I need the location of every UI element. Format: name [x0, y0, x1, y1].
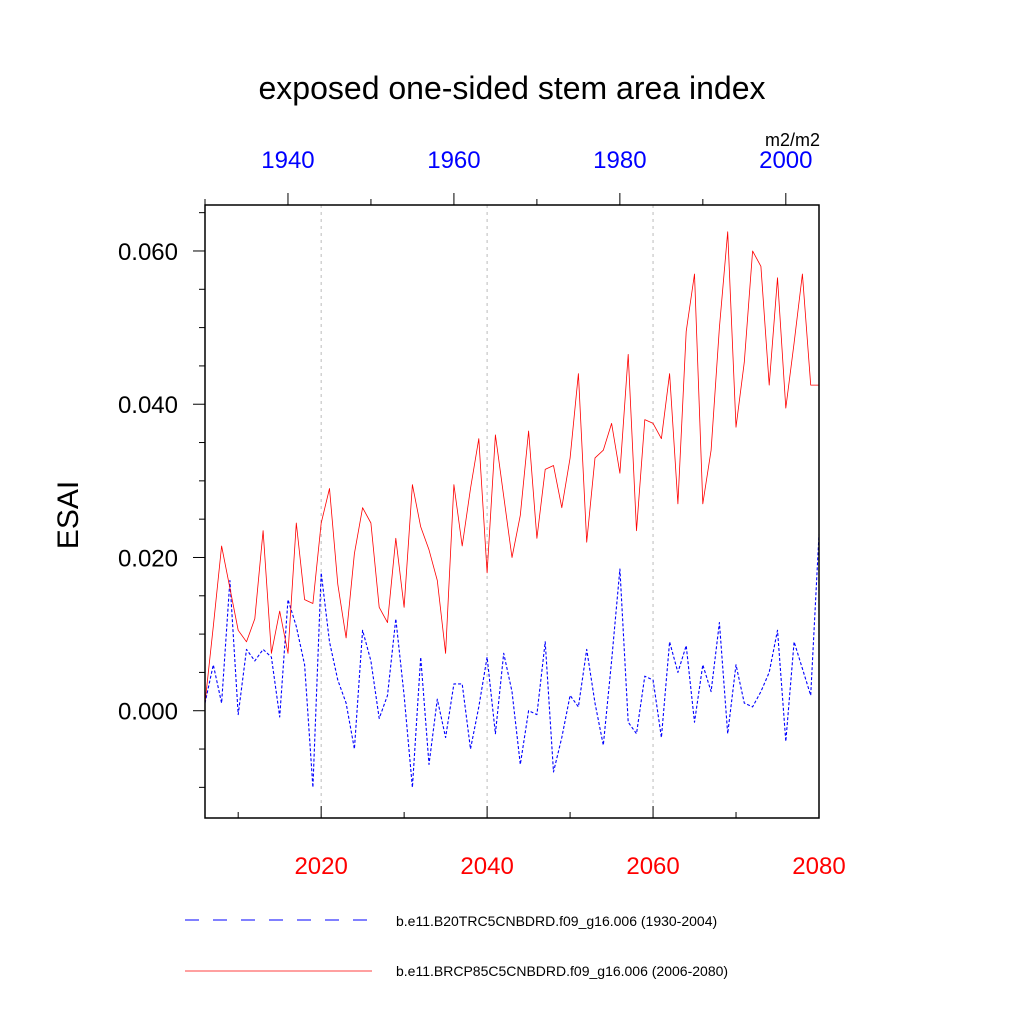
top-tick-label-1940: 1940 — [261, 147, 314, 174]
top-tick-label-1960: 1960 — [427, 147, 480, 174]
chart-title: exposed one-sided stem area index — [259, 70, 766, 106]
bottom-tick-label-2080: 2080 — [792, 853, 845, 880]
y-tick-label-3: 0.060 — [118, 239, 178, 266]
bottom-tick-label-2060: 2060 — [626, 853, 679, 880]
bottom-tick-label-2020: 2020 — [294, 853, 347, 880]
legend-label-historical: b.e11.B20TRC5CNBDRD.f09_g16.006 (1930-20… — [396, 913, 717, 929]
tick-labels: 2020 2040 2060 2080 1940 1960 1980 2000 0.000 0.0… — [118, 147, 846, 880]
series-line-projection — [204, 231, 819, 704]
bottom-tick-label-2040: 2040 — [460, 853, 513, 880]
top-tick-label-1980: 1980 — [593, 147, 646, 174]
legend-label-projection: b.e11.BRCP85C5CNBDRD.f09_g16.006 (2006-2… — [396, 963, 728, 979]
units-label: m2/m2 — [765, 130, 820, 150]
grid-lines — [320, 205, 654, 818]
y-tick-label-1: 0.020 — [118, 545, 178, 572]
y-axis-label: ESAI — [52, 481, 85, 549]
plot-frame — [204, 204, 820, 819]
series-line-historical — [204, 534, 820, 788]
axis-ticks — [193, 193, 820, 818]
y-tick-label-0: 0.000 — [118, 699, 178, 726]
top-tick-label-2000: 2000 — [759, 147, 812, 174]
y-tick-label-2: 0.040 — [118, 392, 178, 419]
data-series — [204, 231, 820, 788]
